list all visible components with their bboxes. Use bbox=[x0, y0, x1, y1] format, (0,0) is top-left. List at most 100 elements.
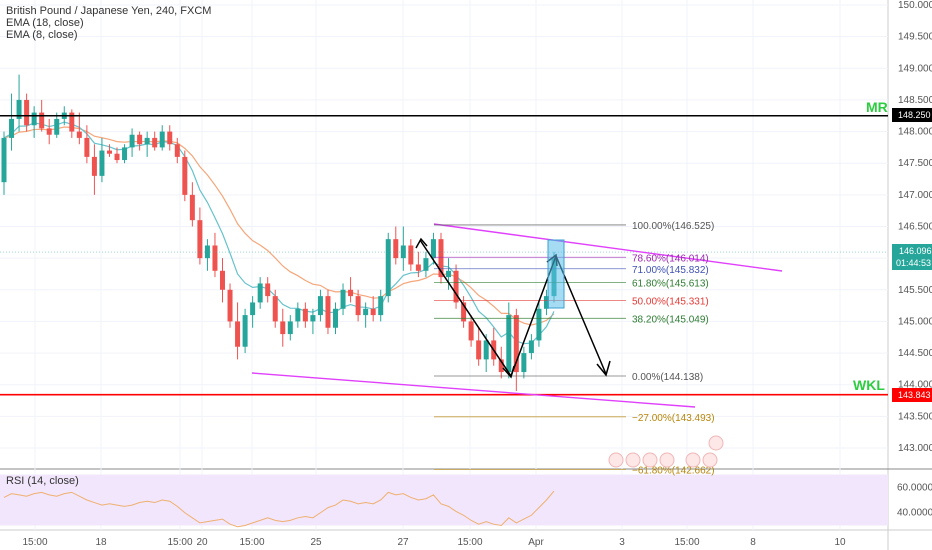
price-tick-label: 147.000 bbox=[898, 190, 932, 201]
event-marker[interactable] bbox=[642, 452, 658, 468]
candle-body bbox=[257, 283, 263, 303]
rsi-legend: RSI (14, close) bbox=[6, 475, 79, 487]
wkl-price-tag: 143.843 bbox=[898, 390, 931, 400]
candle-body bbox=[197, 220, 203, 259]
event-marker[interactable] bbox=[659, 452, 675, 468]
fib-level-label: 100.00%(146.525) bbox=[632, 221, 714, 232]
event-marker[interactable] bbox=[708, 435, 724, 451]
fib-level-label: 50.00%(145.331) bbox=[632, 296, 709, 307]
candle-body bbox=[355, 296, 361, 316]
time-tick-label: 15:00 bbox=[22, 537, 47, 548]
wkl-price-tag-bg bbox=[892, 388, 932, 402]
countdown-tag: 01:44:53 bbox=[896, 258, 931, 268]
rsi-line bbox=[3, 490, 555, 528]
time-tick-label: 10 bbox=[834, 537, 846, 548]
candle-body bbox=[302, 308, 308, 322]
fib-level-label: −27.00%(143.493) bbox=[632, 413, 715, 424]
time-tick-label: 27 bbox=[397, 537, 409, 548]
candle-body bbox=[461, 302, 467, 322]
price-tick-label: 149.000 bbox=[898, 63, 932, 74]
candle-body bbox=[189, 194, 195, 221]
candle-body bbox=[385, 239, 391, 297]
channel-upper-line[interactable] bbox=[433, 223, 783, 272]
fibonacci-retracement[interactable]: 100.00%(146.525) 78.60%(146.014)71.00%(14… bbox=[434, 221, 715, 476]
candle-body bbox=[99, 150, 105, 176]
fib-level-label: 71.00%(145.832) bbox=[632, 265, 709, 276]
candle-body bbox=[415, 264, 421, 271]
candle-body bbox=[212, 245, 218, 271]
channel-lower-line[interactable] bbox=[251, 372, 696, 408]
price-tick-label: 149.500 bbox=[898, 32, 932, 43]
ema18-line bbox=[3, 126, 555, 326]
price-tick-label: 146.500 bbox=[898, 222, 932, 233]
rsi-axis: 60.0000 40.0000 bbox=[897, 482, 932, 518]
candle-body bbox=[227, 289, 233, 322]
candle-body bbox=[521, 353, 527, 373]
highlight-box[interactable] bbox=[547, 239, 565, 309]
candle-body bbox=[167, 131, 173, 145]
candle-body bbox=[295, 308, 301, 322]
rsi-tick-label: 40.0000 bbox=[897, 508, 932, 519]
candle-body bbox=[476, 340, 482, 360]
fib-level-label: 78.60%(146.014) bbox=[632, 253, 709, 264]
candle-body bbox=[543, 296, 549, 309]
time-tick-label: 20 bbox=[196, 537, 208, 548]
time-tick-label: 8 bbox=[750, 537, 756, 548]
candle-body bbox=[483, 340, 489, 360]
time-tick-label: 25 bbox=[310, 537, 322, 548]
ema8-line bbox=[3, 121, 555, 345]
rsi-tick-label: 60.0000 bbox=[897, 482, 932, 493]
candle-body bbox=[317, 296, 323, 316]
candle-body bbox=[265, 283, 271, 297]
ema18-legend: EMA (18, close) bbox=[6, 17, 84, 29]
event-markers[interactable] bbox=[608, 435, 724, 468]
candle-body bbox=[280, 321, 286, 335]
candle-body bbox=[325, 296, 331, 328]
price-pane[interactable] bbox=[0, 0, 888, 468]
candle-body bbox=[1, 137, 7, 183]
time-tick-label: 15:00 bbox=[239, 537, 264, 548]
price-tick-label: 143.500 bbox=[898, 411, 932, 422]
rsi-band bbox=[0, 474, 888, 526]
candle-body bbox=[39, 112, 45, 129]
current-price-tag-bg bbox=[892, 244, 932, 270]
zigzag-path[interactable] bbox=[419, 239, 607, 378]
price-axis[interactable]: 150.000 149.500 149.000 148.500 148.000 147.5… bbox=[898, 0, 932, 454]
price-tick-label: 147.500 bbox=[898, 158, 932, 169]
mr-price-tag-bg bbox=[892, 108, 932, 122]
candle-body bbox=[536, 308, 542, 341]
price-tick-label: 144.500 bbox=[898, 348, 932, 359]
candle-body bbox=[378, 296, 384, 316]
candle-body bbox=[393, 239, 399, 259]
candle-body bbox=[16, 99, 22, 119]
candle-body bbox=[9, 118, 15, 138]
time-axis[interactable]: 15:00 18 15:00 20 15:00 25 27 15:00 Apr 3 15:00 8 10 bbox=[22, 537, 846, 548]
time-tick-label: 3 bbox=[619, 537, 625, 548]
candle-body bbox=[137, 134, 143, 145]
candle-body bbox=[506, 315, 512, 373]
event-marker[interactable] bbox=[608, 452, 624, 468]
event-marker[interactable] bbox=[702, 452, 718, 468]
candle-body bbox=[144, 137, 150, 145]
price-tick-label: 145.500 bbox=[898, 285, 932, 296]
candle-body bbox=[348, 289, 354, 297]
candle-body bbox=[423, 258, 429, 271]
zigzag-arrow-end bbox=[596, 360, 611, 377]
candle-body bbox=[54, 118, 60, 135]
candle-body bbox=[31, 112, 37, 126]
candle-body bbox=[219, 270, 225, 290]
candle-body bbox=[152, 137, 158, 148]
candle-body bbox=[340, 289, 346, 309]
candle-body bbox=[363, 308, 369, 316]
event-marker[interactable] bbox=[625, 452, 641, 468]
candle-body bbox=[122, 147, 128, 161]
event-marker[interactable] bbox=[685, 452, 701, 468]
candle-body bbox=[438, 239, 444, 278]
fib-level-label: 0.00%(144.138) bbox=[632, 372, 703, 383]
candle-body bbox=[242, 315, 248, 347]
candle-body bbox=[106, 150, 112, 154]
fib-level-label: 38.20%(145.049) bbox=[632, 314, 709, 325]
candle-body bbox=[76, 131, 82, 138]
candle-body bbox=[408, 245, 414, 265]
